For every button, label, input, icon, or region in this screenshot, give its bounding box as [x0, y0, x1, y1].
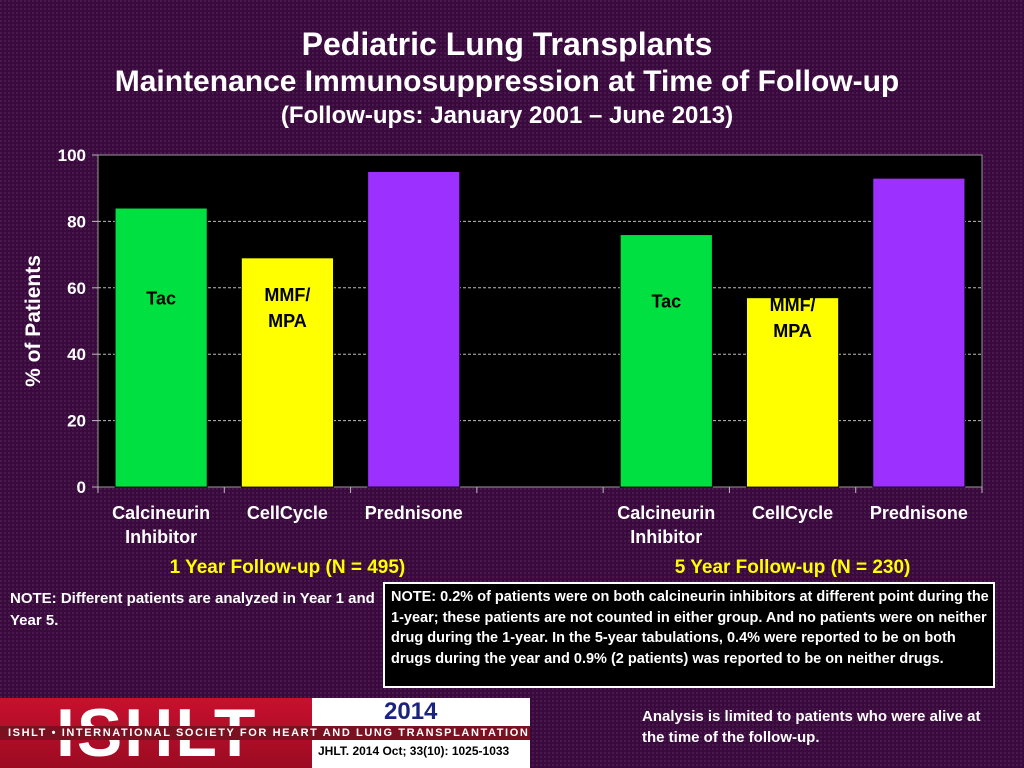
y-tick-label: 100 [58, 146, 86, 165]
footer-year: 2014 [384, 698, 438, 725]
segment-label: MMF/ [264, 285, 310, 305]
x-category-label: Calcineurin [112, 503, 210, 523]
x-category-label: Prednisone [870, 503, 968, 523]
plot-area [97, 154, 983, 488]
x-category-label: Inhibitor [630, 527, 702, 547]
y-tick-label: 60 [67, 279, 86, 298]
segment-label: MPA [268, 311, 307, 331]
y-axis-title: % of Patients [22, 255, 45, 387]
logo-stripe [0, 726, 530, 740]
bar-segment [114, 207, 208, 488]
group-label: 5 Year Follow-up (N = 230) [675, 557, 911, 578]
footer-analysis-note: Analysis is limited to patients who were… [642, 708, 981, 746]
segment-label: Tac [146, 288, 176, 308]
title-block: Pediatric Lung Transplants Maintenance I… [0, 24, 1024, 132]
x-category-label: Calcineurin [617, 503, 715, 523]
y-tick-label: 20 [67, 412, 86, 431]
segment-label: MPA [773, 321, 812, 341]
bar-segment [367, 171, 461, 488]
bar-segment [619, 234, 713, 488]
y-tick-label: 0 [77, 478, 86, 497]
footer-citation: JHLT. 2014 Oct; 33(10): 1025-1033 [318, 744, 510, 758]
x-category-label: Prednisone [365, 503, 463, 523]
x-category-label: CellCycle [247, 503, 328, 523]
x-category-label: CellCycle [752, 503, 833, 523]
chart-subtitle: Maintenance Immunosuppression at Time of… [114, 65, 900, 98]
chart-date-range: (Follow-ups: January 2001 – June 2013) [280, 102, 734, 129]
group-label: 1 Year Follow-up (N = 495) [170, 557, 406, 578]
y-tick-label: 80 [67, 212, 86, 231]
note-left: NOTE: Different patients are analyzed in… [10, 590, 375, 629]
note-box: NOTE: 0.2% of patients were on both calc… [383, 582, 995, 688]
y-tick-label: 40 [67, 345, 86, 364]
x-category-label: Inhibitor [125, 527, 197, 547]
bar-segment [872, 177, 966, 488]
bar-segment [746, 297, 839, 488]
bar-segment [241, 257, 334, 488]
logo-tagline: ISHLT • INTERNATIONAL SOCIETY FOR HEART … [8, 727, 530, 739]
chart-title: Pediatric Lung Transplants [301, 26, 713, 62]
segment-label: Tac [651, 292, 681, 312]
segment-label: MMF/ [770, 295, 816, 315]
